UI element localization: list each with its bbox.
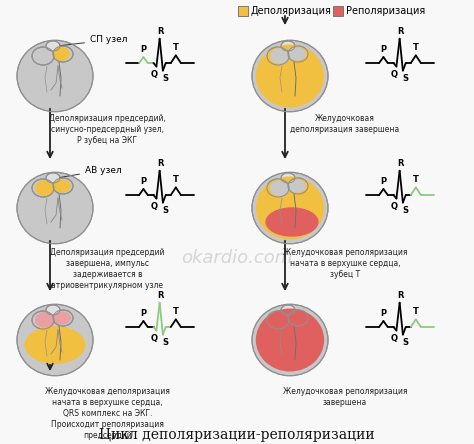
Ellipse shape — [288, 312, 306, 325]
FancyBboxPatch shape — [333, 6, 343, 16]
Ellipse shape — [252, 172, 328, 244]
Text: P: P — [380, 177, 386, 186]
Text: Q: Q — [151, 202, 158, 210]
Text: S: S — [402, 206, 408, 214]
Ellipse shape — [52, 47, 70, 61]
Text: P: P — [380, 45, 386, 54]
Ellipse shape — [281, 305, 295, 315]
Ellipse shape — [17, 172, 93, 244]
Ellipse shape — [288, 178, 308, 194]
Ellipse shape — [267, 47, 289, 65]
Text: Q: Q — [151, 333, 158, 342]
Ellipse shape — [53, 179, 71, 193]
Ellipse shape — [53, 310, 73, 326]
Text: S: S — [162, 74, 168, 83]
Ellipse shape — [35, 312, 55, 328]
Text: Желудочковая реполяризация
завершена: Желудочковая реполяризация завершена — [283, 387, 407, 407]
Text: T: T — [173, 175, 179, 184]
Ellipse shape — [25, 326, 85, 364]
Text: S: S — [402, 74, 408, 83]
Ellipse shape — [53, 46, 73, 62]
Text: R: R — [397, 291, 404, 300]
Text: АВ узел: АВ узел — [60, 166, 122, 178]
Text: Реполяризация: Реполяризация — [346, 6, 425, 16]
Text: Q: Q — [391, 202, 398, 210]
Text: СП узел: СП узел — [60, 36, 128, 46]
Text: P: P — [380, 309, 386, 318]
Ellipse shape — [53, 312, 71, 325]
Ellipse shape — [46, 305, 60, 315]
Text: R: R — [157, 291, 164, 300]
Ellipse shape — [46, 41, 60, 51]
Text: Деполяризация предсердий
завершена, импульс
задерживается в
атриовентрикулярном : Деполяризация предсердий завершена, импу… — [50, 248, 165, 290]
Ellipse shape — [270, 180, 290, 196]
Text: T: T — [173, 307, 179, 317]
Text: Q: Q — [391, 333, 398, 342]
FancyBboxPatch shape — [238, 6, 248, 16]
Ellipse shape — [270, 48, 290, 64]
Text: Желудочковая деполяризация
начата в верхушке сердца,
QRS комплекс на ЭКГ.
Происх: Желудочковая деполяризация начата в верх… — [45, 387, 170, 440]
Text: Цикл деполяризации-реполяризации: Цикл деполяризации-реполяризации — [99, 428, 375, 442]
Text: Деполяризация предсердий,
синусно-предсердный узел,
P зубец на ЭКГ: Деполяризация предсердий, синусно-предсе… — [49, 114, 166, 145]
Ellipse shape — [252, 40, 328, 112]
Text: S: S — [162, 206, 168, 214]
Ellipse shape — [265, 207, 319, 237]
Text: R: R — [157, 159, 164, 168]
Ellipse shape — [35, 180, 55, 196]
Ellipse shape — [256, 44, 324, 107]
Ellipse shape — [256, 177, 324, 239]
Text: P: P — [140, 45, 146, 54]
Text: R: R — [157, 27, 164, 36]
Ellipse shape — [270, 312, 290, 328]
Text: P: P — [140, 177, 146, 186]
Text: T: T — [413, 44, 419, 52]
Text: T: T — [173, 44, 179, 52]
Ellipse shape — [32, 47, 54, 65]
Ellipse shape — [267, 311, 289, 329]
Text: T: T — [413, 175, 419, 184]
Ellipse shape — [281, 41, 295, 51]
Ellipse shape — [46, 173, 60, 183]
Text: P: P — [140, 309, 146, 318]
Ellipse shape — [32, 311, 54, 329]
Ellipse shape — [32, 179, 54, 197]
Ellipse shape — [17, 304, 93, 376]
Ellipse shape — [53, 178, 73, 194]
Ellipse shape — [288, 48, 306, 60]
Text: Q: Q — [151, 70, 158, 79]
Ellipse shape — [288, 179, 306, 193]
Ellipse shape — [252, 304, 328, 376]
Text: S: S — [162, 337, 168, 347]
Ellipse shape — [288, 46, 308, 62]
Text: R: R — [397, 27, 404, 36]
Text: okardio.com: okardio.com — [182, 249, 292, 267]
Ellipse shape — [17, 40, 93, 112]
Text: Желудочковая реполяризация
начата в верхушке сердца,
зубец Т: Желудочковая реполяризация начата в верх… — [283, 248, 407, 279]
Ellipse shape — [256, 309, 324, 372]
Text: R: R — [397, 159, 404, 168]
Text: Желудочковая
деполяризация завершена: Желудочковая деполяризация завершена — [291, 114, 400, 134]
Ellipse shape — [281, 173, 295, 183]
Ellipse shape — [288, 310, 308, 326]
Text: Деполяризация: Деполяризация — [251, 6, 332, 16]
Text: Q: Q — [391, 70, 398, 79]
Ellipse shape — [44, 328, 56, 348]
Ellipse shape — [267, 179, 289, 197]
Text: S: S — [402, 337, 408, 347]
Text: T: T — [413, 307, 419, 317]
